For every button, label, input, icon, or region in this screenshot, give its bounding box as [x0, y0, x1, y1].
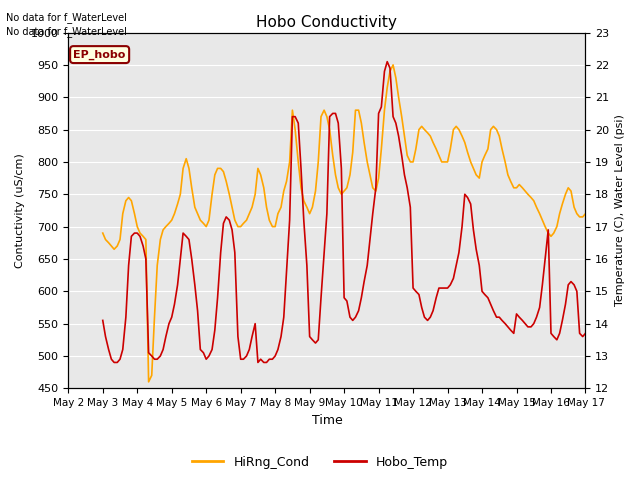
Title: Hobo Conductivity: Hobo Conductivity — [257, 15, 397, 30]
X-axis label: Time: Time — [312, 414, 342, 427]
Y-axis label: Contuctivity (uS/cm): Contuctivity (uS/cm) — [15, 153, 25, 268]
Text: EP_hobo: EP_hobo — [74, 49, 126, 60]
Text: No data for f_WaterLevel: No data for f_WaterLevel — [6, 26, 127, 37]
Legend: HiRng_Cond, Hobo_Temp: HiRng_Cond, Hobo_Temp — [187, 451, 453, 474]
Y-axis label: Temperature (C), Water Level (psi): Temperature (C), Water Level (psi) — [615, 115, 625, 306]
Text: No data for f_WaterLevel: No data for f_WaterLevel — [6, 12, 127, 23]
